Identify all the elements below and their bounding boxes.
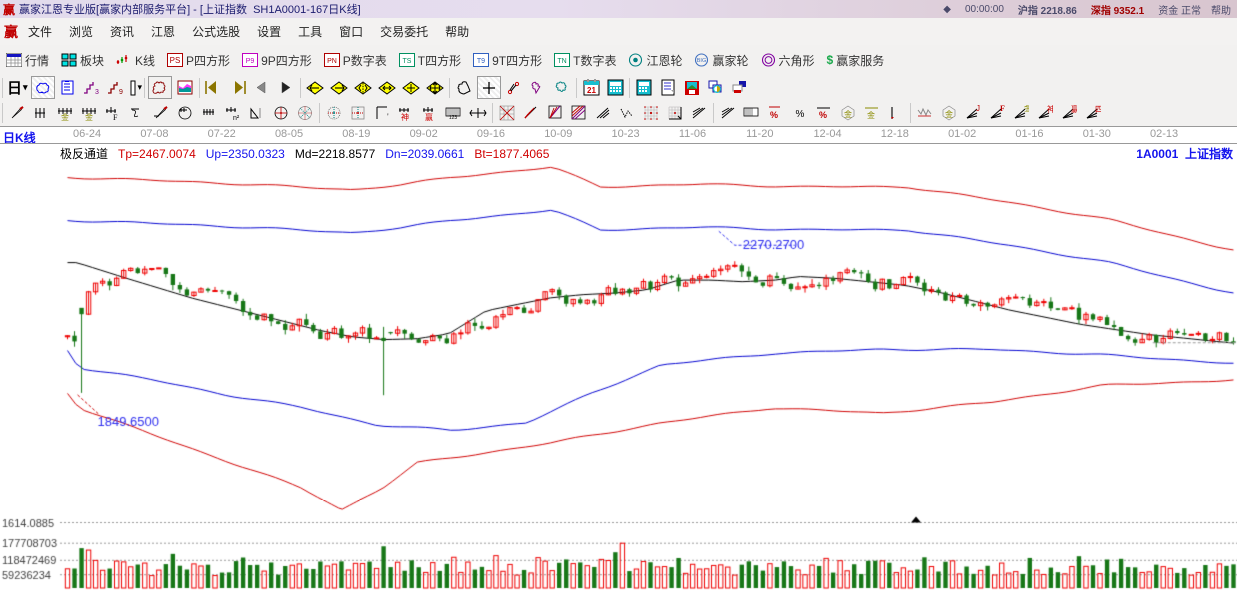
svg-text:金: 金 xyxy=(85,112,93,121)
svg-text:神: 神 xyxy=(401,112,409,121)
svg-text:BIG: BIG xyxy=(697,58,706,64)
svg-text:赢: 赢 xyxy=(1071,105,1077,114)
svg-text:P9: P9 xyxy=(246,58,255,65)
svg-text:金: 金 xyxy=(844,109,852,119)
svg-text:金: 金 xyxy=(945,109,953,119)
svg-text:%: % xyxy=(770,110,778,120)
svg-text:%: % xyxy=(819,110,827,120)
svg-text:金: 金 xyxy=(1024,105,1029,113)
svg-text:9: 9 xyxy=(119,89,123,95)
svg-text:3: 3 xyxy=(95,89,99,95)
svg-text:TN: TN xyxy=(557,58,566,65)
svg-text:神: 神 xyxy=(1047,105,1053,114)
svg-text:四: 四 xyxy=(1095,105,1101,114)
svg-text:TS: TS xyxy=(402,58,411,65)
svg-text:F: F xyxy=(1000,105,1005,113)
svg-text:J: J xyxy=(976,105,980,113)
svg-text:PS: PS xyxy=(170,56,181,65)
svg-text:21: 21 xyxy=(587,86,596,95)
svg-text:%: % xyxy=(796,109,805,120)
svg-text:n²: n² xyxy=(233,115,240,121)
svg-text:T9: T9 xyxy=(477,58,485,65)
svg-text:金: 金 xyxy=(867,110,875,120)
svg-text:123: 123 xyxy=(449,115,458,120)
svg-text:": " xyxy=(387,112,389,120)
svg-text:赢: 赢 xyxy=(425,112,433,121)
svg-text:F: F xyxy=(113,113,118,121)
svg-text:PN: PN xyxy=(327,58,337,65)
svg-text:金: 金 xyxy=(61,112,69,121)
